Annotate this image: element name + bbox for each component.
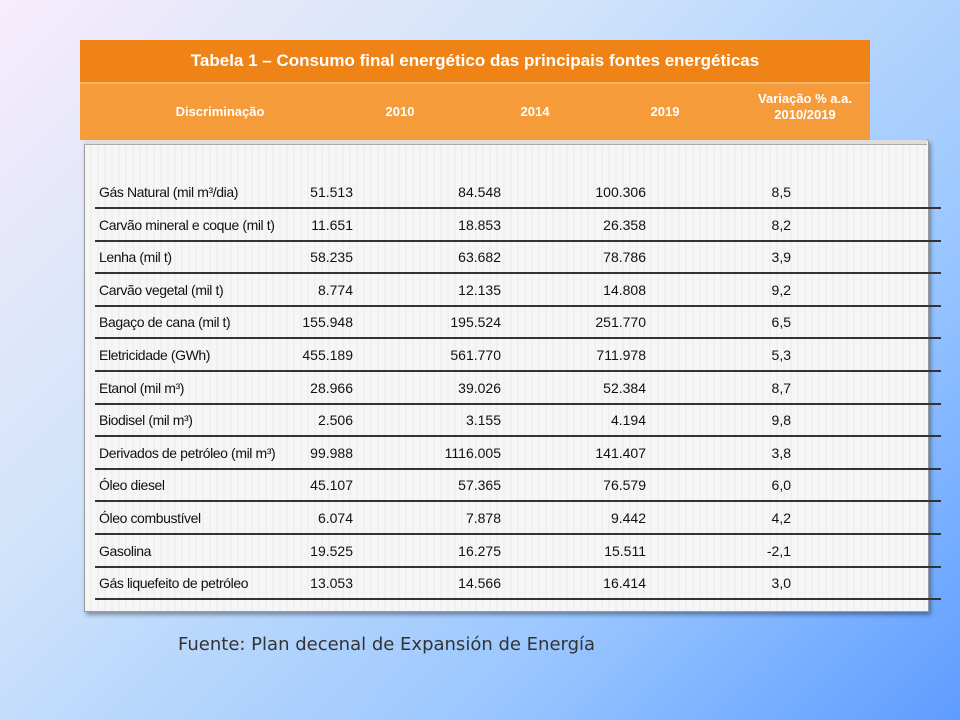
cell-2019: 9.442	[610, 510, 646, 526]
cell-variacao: 3,9	[771, 249, 791, 266]
table-header: Tabela 1 – Consumo final energético das …	[80, 40, 870, 140]
cell-variacao: 3,8	[771, 444, 791, 461]
col-header-variacao-line1: Variação % a.a.	[758, 91, 852, 106]
cell-2014: 7.878	[465, 510, 501, 526]
cell-2014: 39.026	[458, 379, 501, 396]
cell-variacao: 3,0	[771, 575, 791, 592]
cell-2019: 251.770	[595, 314, 646, 331]
cell-2014: 3.155	[465, 412, 501, 429]
cell-2019: 4.194	[610, 412, 646, 429]
row-label: Etanol (mil m³)	[99, 379, 185, 396]
table-row: Gás liquefeito de petróleo 13.053 14.566 16…	[95, 566, 941, 601]
column-headers: Discriminação 2010 2014 2019 Variação % …	[80, 82, 870, 140]
row-label: Carvão mineral e coque (mil t)	[99, 216, 275, 233]
row-label: Óleo diesel	[99, 477, 165, 494]
table-title: Tabela 1 – Consumo final energético das …	[80, 40, 870, 82]
row-label: Lenha (mil t)	[99, 249, 172, 266]
table-row: Etanol (mil m³) 28.966 39.026 52.384 8,7	[95, 371, 941, 405]
cell-2010: 45.107	[310, 477, 353, 494]
row-label: Gás liquefeito de petróleo	[99, 575, 249, 592]
cell-2010: 13.053	[310, 575, 353, 592]
cell-variacao: 9,2	[771, 281, 791, 298]
row-label: Carvão vegetal (mil t)	[99, 281, 224, 298]
cell-2010: 58.235	[310, 249, 353, 266]
cell-2010: 19.525	[310, 542, 353, 559]
cell-variacao: 4,2	[771, 510, 791, 526]
row-label: Gasolina	[99, 542, 152, 559]
cell-variacao: -2,1	[766, 542, 791, 559]
cell-2014: 12.135	[458, 281, 501, 298]
cell-2010: 28.966	[310, 379, 353, 396]
cell-2014: 14.566	[458, 575, 501, 592]
row-label: Derivados de petróleo (mil m³)	[99, 444, 276, 461]
table-row: Biodisel (mil m³) 2.506 3.155 4.194 9,8	[95, 403, 941, 438]
row-label: Óleo combustível	[99, 510, 201, 526]
cell-2019: 52.384	[603, 379, 646, 396]
cell-2014: 16.275	[458, 542, 501, 559]
cell-2010: 99.988	[310, 444, 353, 461]
row-label: Eletricidade (GWh)	[99, 347, 211, 363]
cell-2010: 455.189	[302, 347, 353, 363]
cell-2010: 2.506	[317, 412, 353, 429]
cell-2014: 1116.005	[444, 444, 501, 461]
table-row: Carvão mineral e coque (mil t) 11.651 18.8…	[95, 208, 941, 242]
table-row: Óleo diesel 45.107 57.365 76.579 6,0	[95, 468, 941, 503]
cell-2014: 18.853	[458, 216, 501, 233]
table-row: Eletricidade (GWh) 455.189 561.770 711.978 5…	[95, 338, 941, 372]
cell-2019: 76.579	[603, 477, 646, 494]
cell-variacao: 9,8	[771, 412, 791, 429]
cell-2014: 195.524	[450, 314, 501, 331]
cell-2019: 78.786	[603, 249, 646, 266]
table-row: Derivados de petróleo (mil m³) 99.988 1116…	[95, 436, 941, 470]
row-label: Bagaço de cana (mil t)	[99, 314, 231, 331]
table-row: Gás Natural (mil m³/dia) 51.513 84.548 100.…	[95, 175, 941, 209]
col-header-variacao: Variação % a.a. 2010/2019	[740, 91, 870, 123]
cell-2019: 15.511	[604, 542, 646, 559]
cell-variacao: 5,3	[771, 347, 791, 363]
table-row: Lenha (mil t) 58.235 63.682 78.786 3,9	[95, 240, 941, 275]
col-header-discriminacao: Discriminação	[175, 104, 265, 119]
table-row: Gasolina 19.525 16.275 15.511 -2,1	[95, 534, 941, 568]
cell-2014: 57.365	[458, 477, 501, 494]
col-header-2019: 2019	[650, 104, 680, 119]
table-row: Carvão vegetal (mil t) 8.774 12.135 14.808 9…	[95, 273, 941, 307]
cell-2010: 6.074	[317, 510, 353, 526]
cell-variacao: 6,5	[771, 314, 791, 331]
source-caption: Fuente: Plan decenal de Expansión de Ene…	[178, 634, 596, 655]
cell-2019: 100.306	[595, 184, 646, 200]
col-header-2010: 2010	[385, 104, 415, 119]
cell-2010: 8.774	[317, 281, 353, 298]
table-row: Bagaço de cana (mil t) 155.948 195.524 251.…	[95, 305, 941, 340]
table-row: Óleo combustível 6.074 7.878 9.442 4,2	[95, 501, 941, 535]
col-header-2014: 2014	[520, 104, 550, 119]
cell-2019: 14.808	[603, 281, 646, 298]
cell-2019: 16.414	[603, 575, 646, 592]
cell-variacao: 8,2	[771, 216, 791, 233]
cell-2019: 141.407	[595, 444, 646, 461]
cell-2019: 711.978	[596, 347, 646, 363]
row-label: Biodisel (mil m³)	[99, 412, 193, 429]
cell-2019: 26.358	[603, 216, 646, 233]
col-header-variacao-line2: 2010/2019	[774, 107, 836, 122]
cell-variacao: 6,0	[771, 477, 791, 494]
row-label: Gás Natural (mil m³/dia)	[99, 184, 238, 200]
cell-2010: 155.948	[302, 314, 353, 331]
cell-2010: 11.651	[311, 216, 353, 233]
cell-2010: 51.513	[310, 184, 353, 200]
cell-variacao: 8,7	[771, 379, 791, 396]
cell-2014: 561.770	[450, 347, 501, 363]
cell-variacao: 8,5	[771, 184, 791, 200]
data-table: Gás Natural (mil m³/dia) 51.513 84.548 100.…	[84, 140, 941, 612]
cell-2014: 63.682	[458, 249, 501, 266]
cell-2014: 84.548	[458, 184, 501, 200]
